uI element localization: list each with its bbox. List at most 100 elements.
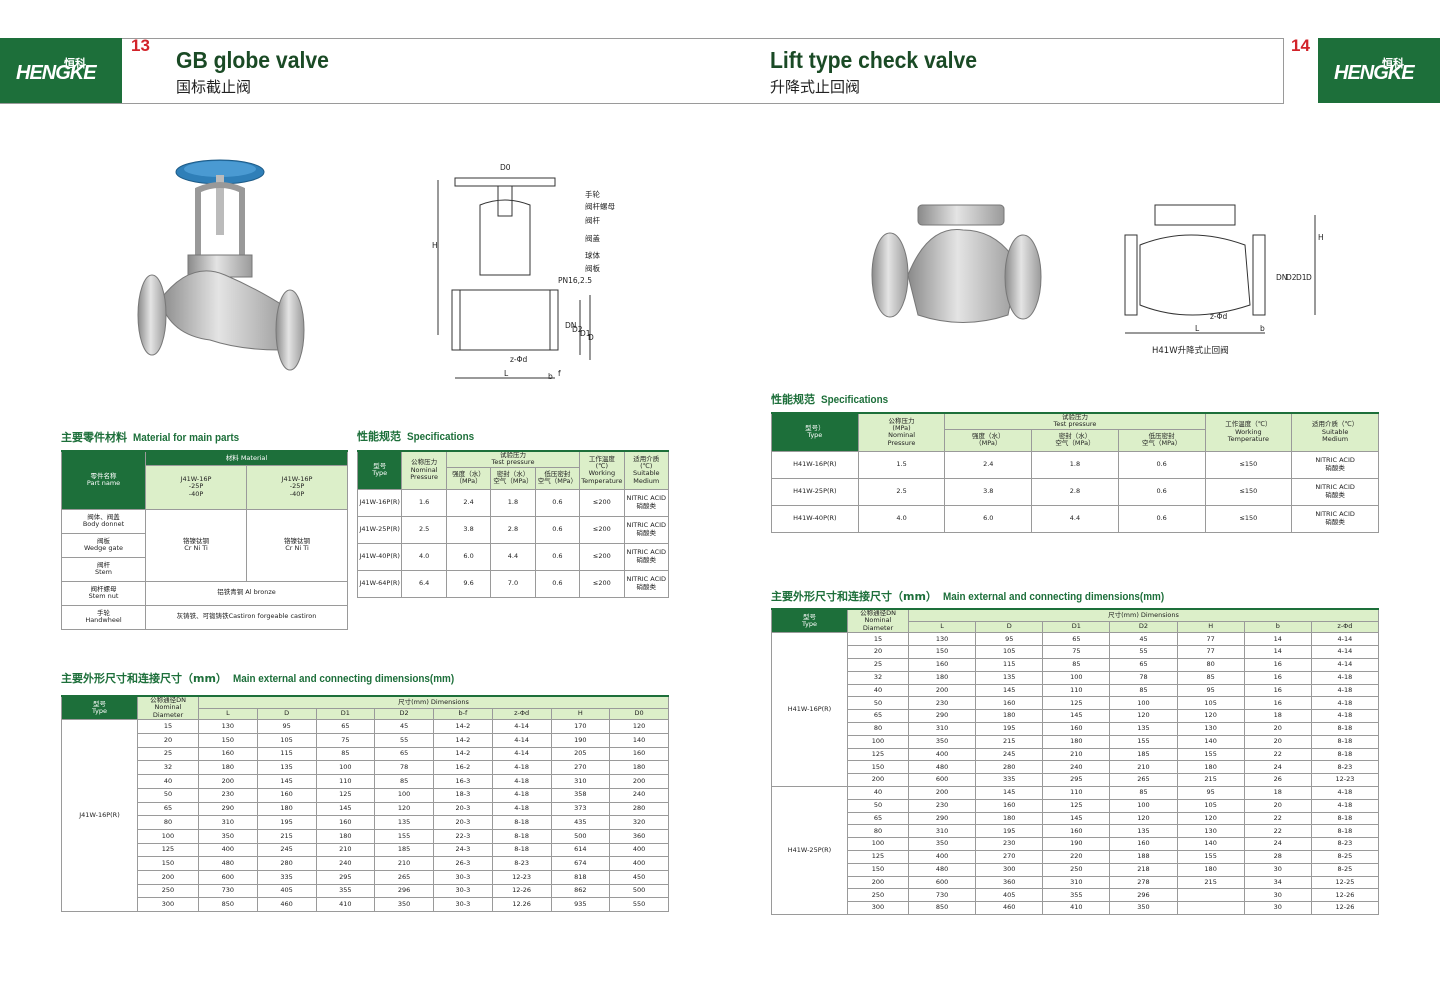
text: Stem (94, 568, 112, 576)
cell: 310 (550, 774, 611, 789)
cell-text: 硝酸类 (636, 582, 657, 591)
cell: 4-18 (491, 801, 552, 817)
data-row: 50 230 160 125 100 105 16 4-18 (772, 696, 1380, 711)
cell: 20 (1243, 721, 1312, 736)
data-row: 250 730 405 355 296 30 12-26 (772, 888, 1380, 903)
cell: 0.6 (1117, 504, 1206, 533)
cell: 85 (374, 774, 434, 789)
cell: 230 (907, 798, 977, 813)
logo-cn: 恒科 (1382, 57, 1404, 70)
cell: 4.0 (401, 542, 447, 571)
text: -40P (188, 489, 204, 498)
cell: 862 (550, 883, 611, 899)
cell: 145 (315, 801, 376, 817)
data-row: 125 400 270 220 188 155 28 8-25 (772, 849, 1380, 864)
ellipse-element (1004, 234, 1042, 320)
cell: 100 (847, 734, 909, 749)
td-element: 阀杆 Stem (61, 556, 146, 582)
text: 铬镍钛钢 (284, 536, 310, 545)
cell: 125 (315, 787, 376, 803)
header-cell: 公称通径DN Nominal Diameter (137, 695, 199, 721)
cell: 1.5 (857, 450, 946, 479)
cell: 100 (1042, 670, 1111, 685)
cell: J41W-16P(R) (356, 488, 403, 517)
header-cell: 密封（水） 空气（MPa） (490, 466, 536, 490)
cell: 12-26 (1310, 888, 1380, 903)
logo-right: HENGKE 恒科 (1318, 38, 1440, 103)
cell: 180 (1176, 760, 1245, 775)
cell: 4-14 (491, 746, 552, 762)
cell-text: 公称通径DN (860, 609, 896, 617)
cell: 120 (609, 719, 669, 735)
cell: 130 (907, 632, 977, 647)
path-element (1139, 234, 1251, 316)
cell: J41W-25P(R) (356, 515, 403, 544)
cell: 4.4 (1031, 504, 1119, 533)
cell: J41W-64P(R) (356, 569, 403, 598)
cell: 290 (907, 811, 977, 826)
rect-element (549, 289, 559, 351)
cell: 145 (1042, 811, 1111, 826)
cell: 360 (609, 828, 669, 844)
cell: 200 (137, 869, 199, 885)
cell: 1.8 (1031, 450, 1119, 479)
cell-text: Working (1235, 427, 1262, 436)
globe-valve-photo (137, 159, 305, 371)
cell-text: 硝酸类 (1325, 517, 1345, 526)
logo-cn: 恒科 (64, 57, 86, 70)
cell: 150 (198, 733, 258, 748)
cell: 400 (907, 747, 977, 762)
data-row: 100 350 230 190 160 140 24 8-23 (772, 837, 1380, 851)
header-cell: z-Φd (1310, 620, 1380, 634)
cell: 160 (1042, 824, 1111, 839)
cell: 55 (374, 733, 434, 748)
cell: 480 (198, 856, 258, 871)
cell: 2.8 (490, 515, 536, 544)
cell-text: 适用介质（℃） (1311, 420, 1359, 429)
cell: 18 (1243, 785, 1312, 800)
cell: 80 (847, 721, 909, 736)
header-cell: 低压密封 空气（MPa） (1117, 428, 1206, 452)
cell: 4-18 (1310, 696, 1380, 711)
cell: 100 (847, 837, 909, 851)
cell: 600 (198, 869, 258, 885)
cell: 4-14 (1310, 645, 1380, 659)
page-subtitle: 国标截止阀 (176, 78, 252, 96)
text: -25P (289, 482, 305, 491)
cell-text: 公称压力 (411, 458, 438, 467)
cell: 50 (137, 787, 199, 803)
data-row: 65 290 180 145 120 20-3 4-18 373 280 (62, 801, 669, 817)
cell: 218 (1109, 862, 1178, 877)
cell: 18 (1243, 709, 1312, 723)
cell: 30 (1243, 888, 1312, 903)
heading-en: Main external and connecting dimensions(… (232, 673, 455, 685)
cell: 290 (198, 801, 258, 817)
cell: 320 (609, 815, 669, 830)
header-row: 强度（水） （MPa） 密封（水） 空气（MPa） 低压密封 空气（MPa） (358, 466, 669, 490)
cell: 180 (975, 709, 1044, 723)
text: J41W-16P (180, 474, 212, 483)
cell: 200 (198, 774, 258, 789)
cell: 20 (847, 645, 909, 659)
cell: 55 (1109, 645, 1178, 659)
text: -25P (188, 482, 204, 491)
drawing-label: 阀杆螺母 (585, 201, 615, 211)
cell-text: Temperature (581, 476, 623, 485)
cell: 4-18 (1310, 670, 1380, 685)
cell-text: Working (588, 469, 616, 478)
cell: 4-14 (1310, 632, 1380, 647)
cell: 160 (907, 658, 977, 672)
cell: 8-18 (1310, 734, 1380, 749)
data-row: 250 730 405 355 296 30-3 12-26 862 500 (62, 883, 669, 899)
cell: 280 (975, 760, 1044, 775)
cell: 0.6 (1117, 450, 1206, 479)
cell: 250 (1042, 862, 1111, 877)
cell: NITRIC ACID 硝酸类 (1291, 477, 1379, 506)
data-row: 300 850 460 410 350 30 12-26 (772, 901, 1380, 915)
cell: 480 (907, 760, 977, 775)
cell: 4-18 (1310, 683, 1380, 698)
cell: 25 (137, 746, 199, 762)
cell: 2.5 (857, 477, 946, 506)
check-valve-drawing: H DN D2 D1 D z-Φd L b H41W升降式止回阀 (1124, 204, 1324, 356)
logo-en: HENGKE (16, 62, 97, 84)
